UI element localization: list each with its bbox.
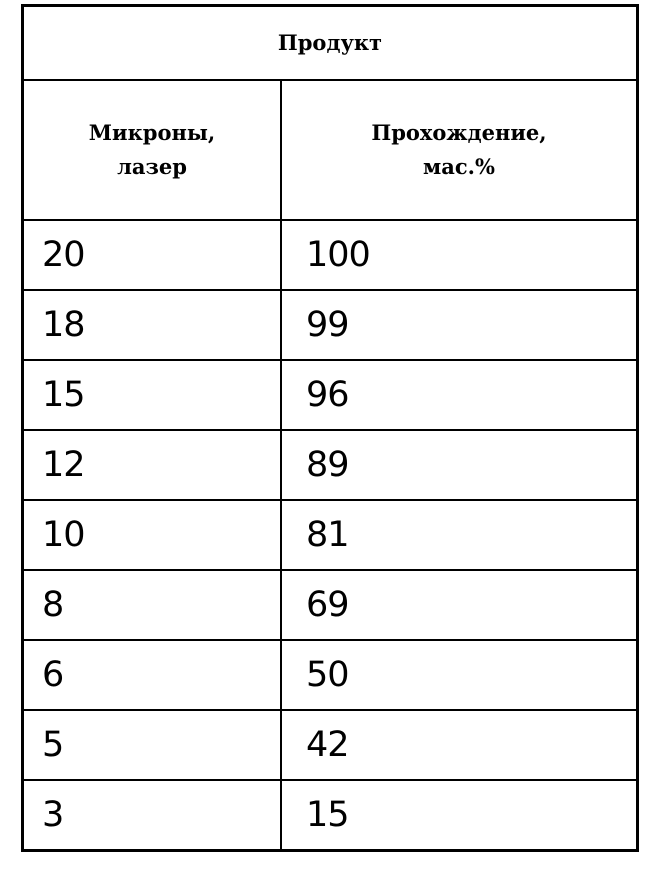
- table-row: 542: [23, 710, 638, 780]
- cell-passing: 96: [281, 360, 638, 430]
- table-header-row: Микроны, лазер Прохождение, мас.%: [23, 80, 638, 220]
- cell-passing: 15: [281, 780, 638, 851]
- cell-passing: 89: [281, 430, 638, 500]
- table-row: 1081: [23, 500, 638, 570]
- cell-microns: 10: [23, 500, 282, 570]
- table-row: 20100: [23, 220, 638, 290]
- table-title-row: Продукт: [23, 6, 638, 81]
- cell-microns: 6: [23, 640, 282, 710]
- cell-microns: 3: [23, 780, 282, 851]
- cell-microns: 20: [23, 220, 282, 290]
- cell-passing: 69: [281, 570, 638, 640]
- cell-passing: 50: [281, 640, 638, 710]
- table-row: 650: [23, 640, 638, 710]
- cell-passing: 99: [281, 290, 638, 360]
- cell-passing: 100: [281, 220, 638, 290]
- cell-microns: 8: [23, 570, 282, 640]
- product-table: Продукт Микроны, лазер Прохождение, мас.…: [21, 4, 639, 852]
- header-line: Микроны,: [89, 120, 215, 145]
- table-row: 1596: [23, 360, 638, 430]
- table-title: Продукт: [23, 6, 638, 81]
- cell-microns: 15: [23, 360, 282, 430]
- cell-passing: 42: [281, 710, 638, 780]
- header-line: мас.%: [423, 154, 495, 179]
- header-line: Прохождение,: [371, 120, 546, 145]
- cell-microns: 18: [23, 290, 282, 360]
- table-row: 1289: [23, 430, 638, 500]
- header-line: лазер: [117, 154, 187, 179]
- cell-microns: 12: [23, 430, 282, 500]
- table-row: 315: [23, 780, 638, 851]
- column-header-microns: Микроны, лазер: [23, 80, 282, 220]
- cell-passing: 81: [281, 500, 638, 570]
- table-row: 869: [23, 570, 638, 640]
- table-row: 1899: [23, 290, 638, 360]
- cell-microns: 5: [23, 710, 282, 780]
- column-header-passing: Прохождение, мас.%: [281, 80, 638, 220]
